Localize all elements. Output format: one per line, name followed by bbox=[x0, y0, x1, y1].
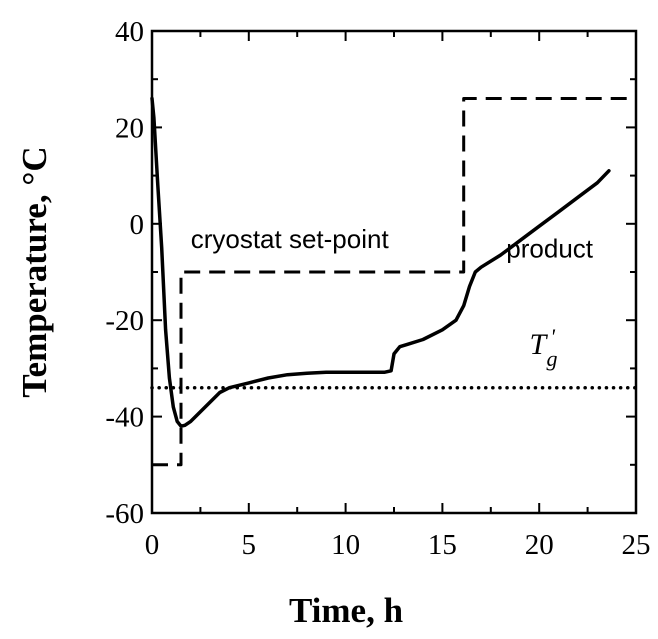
y-tick-label: 0 bbox=[130, 209, 145, 241]
y-tick-label: -40 bbox=[105, 402, 144, 434]
annotation-product: product bbox=[506, 234, 593, 264]
x-tick-label: 5 bbox=[242, 529, 257, 561]
tg-sub: g bbox=[547, 346, 558, 371]
tg-sup: ' bbox=[550, 324, 555, 349]
series-line-product bbox=[150, 96, 611, 428]
annotation-tg-prime: T ' g bbox=[530, 324, 559, 371]
series-line-cryostat-set-point bbox=[152, 97, 636, 467]
y-tick-label: -60 bbox=[105, 498, 144, 530]
x-axis-title: Time, h bbox=[289, 591, 403, 630]
x-tick-label: 25 bbox=[622, 529, 651, 561]
x-tick-label: 10 bbox=[331, 529, 360, 561]
y-tick-label: 20 bbox=[115, 112, 144, 144]
plot-frame bbox=[150, 29, 638, 515]
y-axis-title: Temperature, °C bbox=[15, 146, 54, 397]
x-tick-label: 15 bbox=[428, 529, 457, 561]
y-tick-label: -20 bbox=[105, 305, 144, 337]
tg-main: T bbox=[530, 328, 549, 361]
y-tick-label: 40 bbox=[115, 16, 144, 48]
series-layer bbox=[150, 96, 638, 467]
labels-layer: 0 5 10 15 20 25 -60 -40 -20 0 20 40 bbox=[105, 16, 650, 561]
x-tick-label: 0 bbox=[145, 529, 160, 561]
annotation-cryostat-set-point: cryostat set-point bbox=[191, 224, 390, 254]
x-tick-label: 20 bbox=[525, 529, 554, 561]
